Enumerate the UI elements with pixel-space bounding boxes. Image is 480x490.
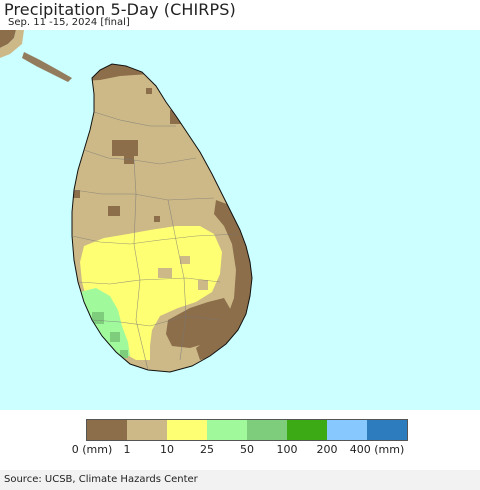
north-central-patch	[112, 140, 138, 156]
southwest-50to100-3	[120, 350, 128, 358]
legend-swatch	[167, 420, 207, 440]
east-coast-strip	[196, 200, 252, 360]
district-boundaries	[71, 111, 239, 371]
legend-label: 10	[160, 443, 174, 456]
legend-label: 0 (mm)	[71, 443, 113, 456]
legend-swatch	[287, 420, 327, 440]
highland-dry-spot-2	[180, 256, 190, 264]
highland-dry-spot-1	[158, 268, 172, 278]
southwest-50to100-1	[92, 312, 104, 324]
map-date-range: Sep. 11 -15, 2024 [final]	[8, 17, 130, 28]
source-credit: Source: UCSB, Climate Hazards Center	[4, 474, 198, 485]
adams-bridge-islands	[22, 52, 72, 82]
legend-swatch	[367, 420, 407, 440]
legend-label: 1	[123, 443, 131, 456]
india-coast-band	[0, 30, 24, 58]
legend-swatch	[207, 420, 247, 440]
legend-label: 50	[240, 443, 254, 456]
west-coast-spot	[72, 190, 80, 198]
india-landmass	[0, 30, 16, 48]
legend-labels: 0 (mm) 1 10 25 50 100 200 400 (mm)	[0, 443, 480, 459]
legend-label: 25	[200, 443, 214, 456]
legend-swatch	[87, 420, 127, 440]
precipitation-legend	[86, 419, 408, 441]
southwest-50to100-2	[110, 332, 120, 342]
north-central-spot-4	[154, 216, 160, 222]
highland-dry-spot-3	[198, 280, 208, 290]
legend-swatch	[127, 420, 167, 440]
legend-label: 100	[276, 443, 298, 456]
legend-swatch	[247, 420, 287, 440]
map-title: Precipitation 5-Day (CHIRPS)	[4, 0, 236, 19]
footer-bar: Source: UCSB, Climate Hazards Center	[0, 470, 480, 490]
southeast-dry-block	[166, 298, 232, 348]
legend-label: 400 (mm)	[349, 443, 405, 456]
north-central-spot-1	[124, 154, 134, 164]
sri-lanka-coastline	[71, 63, 253, 373]
legend-label: 200	[316, 443, 338, 456]
north-central-spot-3	[146, 88, 152, 94]
north-central-spot-2	[108, 206, 120, 216]
legend-swatch	[327, 420, 367, 440]
precipitation-map	[0, 30, 480, 410]
